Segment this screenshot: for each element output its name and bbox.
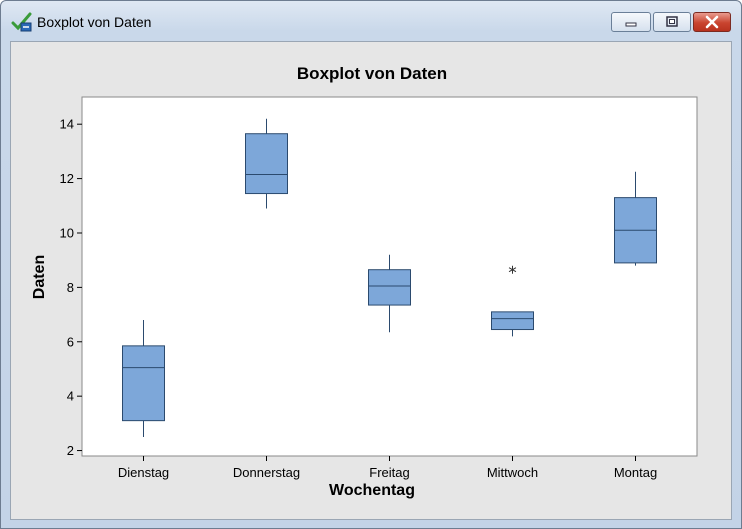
- y-axis-label: Daten: [31, 255, 48, 299]
- y-tick-label: 8: [67, 280, 74, 295]
- box-iqr: [122, 345, 165, 422]
- outlier-marker: [508, 265, 517, 274]
- y-tick-label: 4: [67, 389, 74, 404]
- x-tick-label: Donnerstag: [233, 465, 300, 480]
- box-mittwoch: [491, 265, 534, 337]
- x-tick-label: Freitag: [369, 465, 409, 480]
- maximize-icon: [666, 16, 678, 27]
- x-tick-label: Montag: [614, 465, 657, 480]
- box-iqr: [368, 269, 411, 306]
- y-tick-label: 14: [60, 117, 74, 132]
- x-axis: Dienstag Donnerstag Freitag Mittwoch Montag: [118, 456, 657, 480]
- box-montag: [614, 171, 657, 266]
- maximize-button[interactable]: [653, 12, 691, 32]
- x-axis-label: Wochentag: [329, 482, 415, 499]
- box-dienstag: [122, 320, 165, 437]
- y-tick-label: 10: [60, 225, 74, 240]
- box-iqr: [491, 311, 534, 331]
- x-tick-label: Dienstag: [118, 465, 169, 480]
- close-button[interactable]: [693, 12, 731, 32]
- box-freitag: [368, 254, 411, 333]
- boxplot-chart: Boxplot von Daten 2 4 6 8 10 12 14 Dienstag Don…: [31, 64, 698, 499]
- boxes: [122, 118, 657, 437]
- y-tick-label: 2: [67, 443, 74, 458]
- window-title: Boxplot von Daten: [37, 14, 152, 30]
- app-checkmark-icon: [11, 12, 32, 32]
- minimize-icon: [625, 22, 637, 27]
- minimize-button[interactable]: [611, 12, 651, 32]
- title-bar[interactable]: Boxplot von Daten: [1, 1, 741, 41]
- outlier-stroke: [508, 267, 517, 273]
- box-donnerstag: [245, 118, 288, 209]
- chart-area: Boxplot von Daten 2 4 6 8 10 12 14 Dienstag Don…: [10, 41, 732, 520]
- chart-title: Boxplot von Daten: [297, 64, 447, 83]
- y-axis: 2 4 6 8 10 12 14: [60, 117, 82, 458]
- x-tick-label: Mittwoch: [487, 465, 538, 480]
- y-tick-label: 6: [67, 334, 74, 349]
- close-icon: [705, 15, 719, 29]
- y-tick-label: 12: [60, 171, 74, 186]
- box-iqr: [245, 133, 288, 195]
